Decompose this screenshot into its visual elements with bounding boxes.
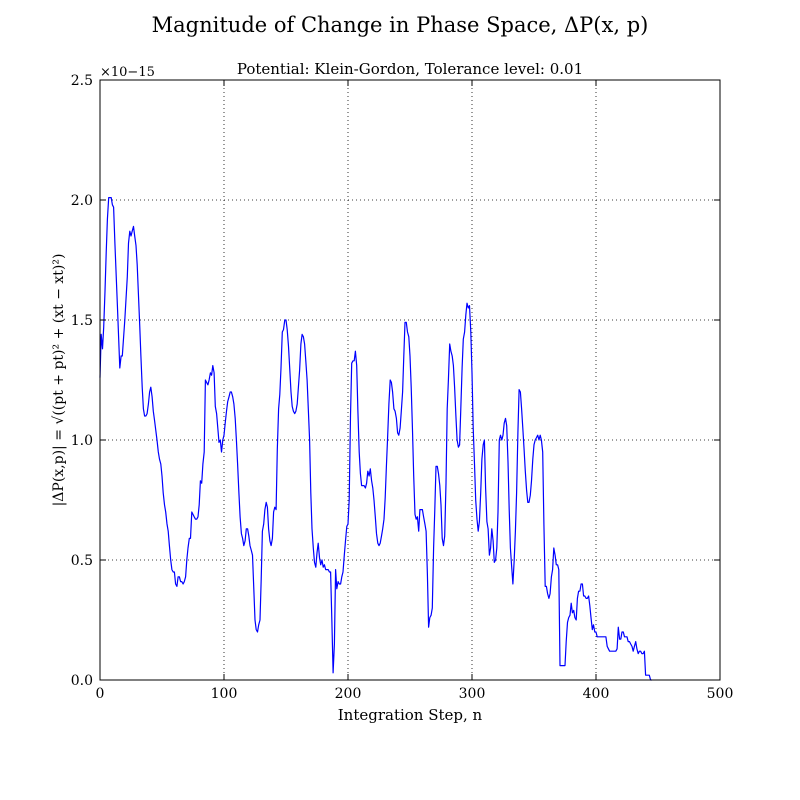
x-tick-label: 300: [459, 686, 486, 702]
x-tick-labels: 0 100 200 300 400 500: [96, 686, 734, 702]
y-tick-label: 2.0: [71, 193, 93, 209]
grid-lines: [100, 80, 720, 680]
y-tick-label: 0.5: [71, 553, 93, 569]
x-tick-label: 0: [96, 686, 105, 702]
series-layer: [99, 197, 652, 681]
y-tick-labels: 0.0 0.5 1.0 1.5 2.0 2.5: [71, 73, 93, 689]
x-tick-label: 400: [583, 686, 610, 702]
y-tick-label: 1.5: [71, 313, 93, 329]
axis-ticks: [99, 79, 721, 681]
x-axis-label: Integration Step, n: [338, 706, 483, 724]
y-tick-label: 1.0: [71, 433, 93, 449]
y-tick-label: 2.5: [71, 73, 93, 89]
y-axis-label: |ΔP(x,p)| = √((pt + pt)² + (xt − xt)²): [51, 254, 67, 507]
plot-frame: [99, 79, 721, 681]
x-tick-label: 500: [707, 686, 734, 702]
chart-subtitle: Potential: Klein-Gordon, Tolerance level…: [237, 60, 583, 78]
chart-title: Magnitude of Change in Phase Space, ΔP(x…: [152, 13, 649, 37]
y-tick-label: 0.0: [71, 673, 93, 689]
y-axis-multiplier: ×10−15: [100, 65, 155, 80]
x-tick-label: 100: [211, 686, 238, 702]
x-tick-label: 200: [335, 686, 362, 702]
series-line: [99, 197, 652, 681]
